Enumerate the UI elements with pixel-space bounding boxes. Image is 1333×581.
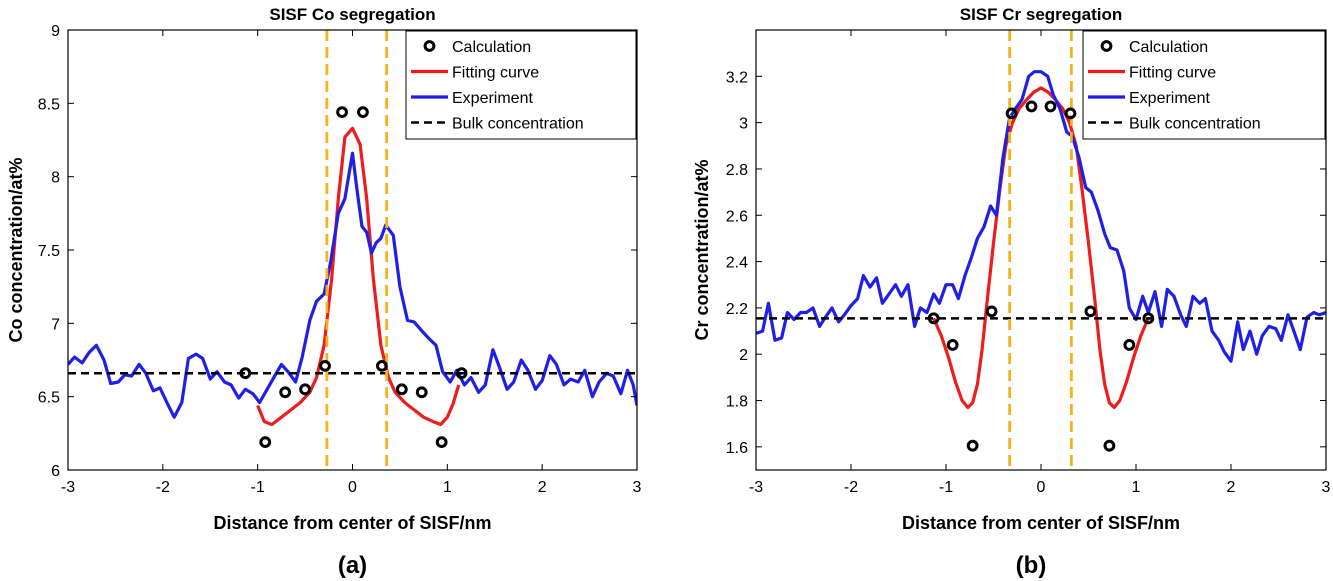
x-tick-label: 2 (538, 479, 547, 496)
calculation-point (1005, 107, 1018, 120)
x-tick-label: 3 (1322, 479, 1331, 496)
calculation-point (415, 386, 428, 399)
y-tick-label: 8 (51, 170, 60, 187)
calculation-point (336, 106, 348, 119)
series-line-fitting-curve (932, 86, 1150, 410)
legend-box (405, 30, 637, 140)
legend-label: Calculation (452, 39, 531, 56)
y-tick-label: 6 (51, 463, 60, 480)
y-tick-label: 3 (739, 116, 748, 133)
calculation-point (927, 312, 940, 325)
legend-label: Fitting curve (1129, 65, 1216, 82)
y-tick-label: 8.5 (38, 96, 60, 113)
y-tick-label: 6.5 (38, 390, 60, 407)
calculation-point (1123, 339, 1136, 351)
calculation-point (259, 436, 272, 449)
chart-title: SISF Co segregation (269, 5, 435, 24)
y-tick-label: 9 (51, 23, 60, 40)
x-tick-label: 0 (348, 479, 357, 496)
x-tick-label: -2 (844, 479, 858, 496)
legend-label: Bulk concentration (452, 116, 584, 133)
legend: Calculation Fitting curve Experiment Bulk c… (1082, 30, 1326, 140)
calculation-point (1044, 100, 1057, 113)
calculation-point (299, 383, 311, 396)
legend-marker-calculation (1100, 40, 1113, 52)
y-tick-label: 7.5 (38, 243, 60, 260)
chart-title: SISF Cr segregation (960, 5, 1122, 24)
panel-label: (a) (338, 552, 367, 579)
x-tick-label: -1 (251, 479, 265, 496)
legend: Calculation Fitting curve Experiment Bulk c… (405, 30, 637, 140)
x-tick-label: -3 (61, 479, 75, 496)
y-tick-label: 7 (51, 316, 60, 333)
x-tick-label: -2 (156, 479, 170, 496)
plot-content (68, 30, 637, 470)
x-tick-label: 1 (1132, 479, 1141, 496)
calculation-point (985, 305, 998, 318)
calculation-point (435, 436, 448, 449)
y-axis-label: Co concentration/at% (6, 157, 26, 342)
series-line-experiment (68, 151, 637, 419)
calculation-point (357, 106, 369, 119)
chart-panel-a: -3 -2 -1 0 1 2 3 6 6.5 7 7.5 8 8.5 9 SISF Co segregati… (6, 5, 642, 579)
calculation-point (319, 359, 331, 372)
x-tick-label: 0 (1037, 479, 1046, 496)
legend-label: Experiment (452, 90, 533, 107)
x-tick-label: 1 (443, 479, 452, 496)
chart-panel-b: -3 -2 -1 0 1 2 3 1.6 1.8 2 2.2 2.4 2.6 2.8 3 3.2 SISF Cr… (692, 5, 1331, 579)
x-tick-label: -3 (749, 479, 763, 496)
y-tick-label: 1.8 (726, 394, 748, 411)
calculation-point (239, 367, 252, 380)
legend-label: Calculation (1129, 39, 1208, 56)
x-tick-label: 3 (633, 479, 642, 496)
plot-content (756, 30, 1326, 470)
y-tick-label: 1.6 (726, 440, 748, 457)
y-tick-label: 3.2 (726, 69, 748, 86)
calculation-point (1142, 312, 1155, 325)
series-line-experiment (756, 70, 1326, 363)
calculation-point (966, 439, 979, 452)
series-line-fitting-curve (256, 126, 461, 427)
y-tick-label: 2.8 (726, 162, 748, 179)
x-axis-label: Distance from center of SISF/nm (213, 513, 491, 533)
calculation-point (455, 367, 468, 380)
panel-label: (b) (1016, 552, 1047, 579)
y-tick-label: 2.2 (726, 301, 748, 318)
legend-label: Fitting curve (452, 65, 539, 82)
calculation-point (946, 339, 959, 351)
x-tick-label: 2 (1227, 479, 1236, 496)
legend-label: Experiment (1129, 90, 1210, 107)
y-tick-label: 2.4 (726, 255, 748, 272)
legend-label: Bulk concentration (1129, 116, 1261, 133)
calculation-point (1084, 305, 1097, 318)
calculation-point (375, 359, 388, 372)
x-tick-label: -1 (939, 479, 953, 496)
calculation-point (1025, 100, 1038, 113)
legend-box (1082, 30, 1326, 140)
calculation-point (1103, 439, 1116, 452)
calculation-point (279, 386, 292, 399)
y-tick-label: 2.6 (726, 208, 748, 225)
legend-marker-calculation (423, 40, 436, 52)
calculation-point (1064, 107, 1077, 120)
y-tick-label: 2 (739, 347, 748, 364)
x-axis-label: Distance from center of SISF/nm (902, 513, 1180, 533)
calculation-point (395, 383, 408, 396)
y-axis-label: Cr concentration/at% (692, 159, 712, 340)
